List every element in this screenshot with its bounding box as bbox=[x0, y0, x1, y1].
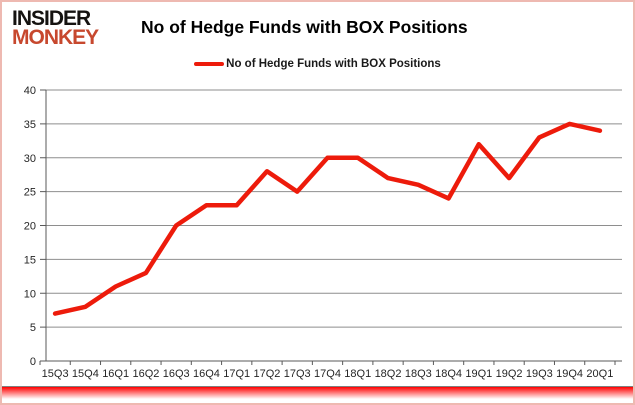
x-tick-label: 16Q1 bbox=[102, 368, 129, 380]
x-tick-label: 19Q1 bbox=[465, 368, 492, 380]
data-series-line bbox=[52, 121, 603, 316]
x-tick-label: 15Q3 bbox=[42, 368, 69, 380]
x-tick-label: 17Q1 bbox=[223, 368, 250, 380]
y-tick-label: 25 bbox=[24, 187, 36, 199]
x-tick-label: 20Q1 bbox=[586, 368, 613, 380]
line-chart-svg: 0 5 10 15 20 25 30 35 40 15Q3 15Q4 16Q1 16Q2 16Q3 16Q4… bbox=[24, 85, 622, 380]
y-tick-label: 20 bbox=[24, 221, 36, 233]
bottom-accent-bar bbox=[2, 386, 633, 399]
x-tick-label: 19Q4 bbox=[556, 368, 583, 380]
chart-legend: No of Hedge Funds with BOX Positions bbox=[2, 58, 633, 70]
x-tick-label: 18Q3 bbox=[405, 368, 432, 380]
y-tick-label: 0 bbox=[30, 356, 36, 368]
y-tick-label: 30 bbox=[24, 153, 36, 165]
y-tick-label: 15 bbox=[24, 254, 36, 266]
legend-line-marker bbox=[194, 62, 225, 66]
x-tick-label: 19Q3 bbox=[526, 368, 553, 380]
y-tick-label: 35 bbox=[24, 119, 36, 131]
page-title: No of Hedge Funds with BOX Positions bbox=[141, 17, 468, 37]
legend-label: No of Hedge Funds with BOX Positions bbox=[226, 58, 441, 70]
line-chart: 0 5 10 15 20 25 30 35 40 15Q3 15Q4 16Q1 16Q2 16Q3 16Q4… bbox=[2, 80, 633, 385]
y-tick-label: 10 bbox=[24, 288, 36, 300]
x-tick-label: 19Q2 bbox=[496, 368, 523, 380]
x-tick-label: 18Q1 bbox=[344, 368, 371, 380]
x-tick-label: 18Q4 bbox=[435, 368, 462, 380]
x-tick-label: 17Q4 bbox=[314, 368, 341, 380]
x-tick-label: 18Q2 bbox=[375, 368, 402, 380]
x-tick-label: 15Q4 bbox=[72, 368, 99, 380]
insider-monkey-logo: INSIDER MONKEY bbox=[12, 7, 99, 49]
x-tick-label: 17Q2 bbox=[254, 368, 281, 380]
x-tick-label: 16Q4 bbox=[193, 368, 220, 380]
x-tick-label: 16Q2 bbox=[132, 368, 159, 380]
logo-monkey: MONKEY bbox=[12, 26, 99, 49]
y-tick-label: 5 bbox=[30, 322, 36, 334]
x-tick-label: 17Q3 bbox=[284, 368, 311, 380]
x-tick-label: 16Q3 bbox=[163, 368, 190, 380]
logo-insider: INSIDER bbox=[12, 7, 91, 30]
y-tick-label: 40 bbox=[24, 85, 36, 97]
